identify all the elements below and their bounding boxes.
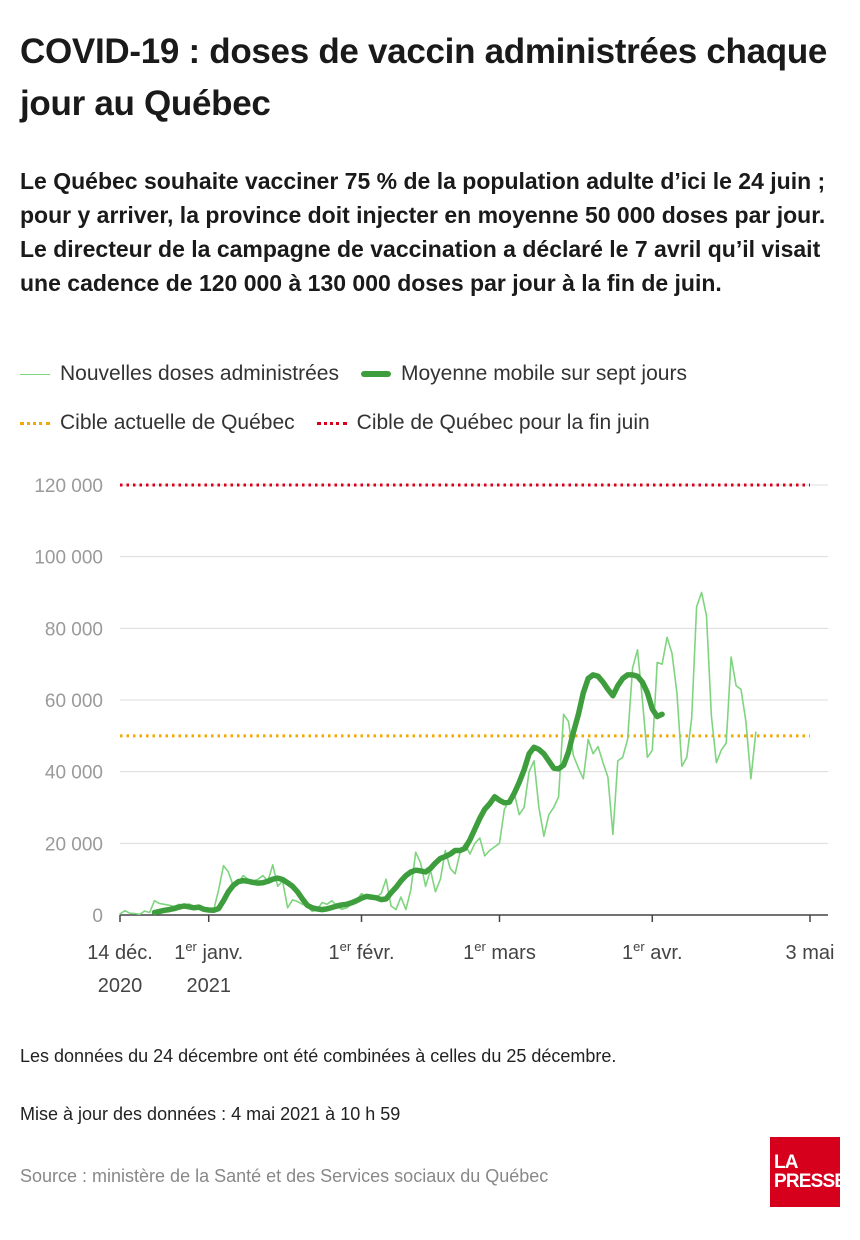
legend-item-average: Moyenne mobile sur sept jours bbox=[360, 362, 687, 386]
source-note: Source : ministère de la Santé et des Se… bbox=[20, 1166, 549, 1186]
legend-swatch-average bbox=[360, 371, 391, 377]
la-presse-logo: LA PRESSE bbox=[770, 1137, 847, 1207]
daily-doses-line bbox=[119, 591, 757, 916]
logo-line-2: PRESSE bbox=[774, 1171, 847, 1192]
x-tick-label-year: 2020 bbox=[98, 975, 143, 997]
y-tick-label: 20 000 bbox=[45, 834, 103, 855]
vaccination-line-chart: 0 20 000 40 000 60 000 80 000 100 000 120 000 1… bbox=[34, 476, 835, 997]
y-tick-label: 60 000 bbox=[45, 691, 103, 712]
legend-item-target-june: Cible de Québec pour la fin juin bbox=[316, 411, 650, 435]
moving-average-line bbox=[151, 672, 665, 916]
x-tick-label: 1er févr. bbox=[328, 939, 394, 964]
page-title: COVID-19 : doses de vaccin administrées … bbox=[20, 32, 828, 123]
x-tick-label: 1er mars bbox=[463, 939, 536, 964]
legend-swatch-target-current bbox=[20, 421, 50, 425]
legend-label-target-june: Cible de Québec pour la fin juin bbox=[356, 411, 650, 434]
legend-label-target-current: Cible actuelle de Québec bbox=[60, 411, 295, 434]
legend-item-target-current: Cible actuelle de Québec bbox=[20, 411, 295, 435]
chart-subtitle: Le Québec souhaite vacciner 75 % de la p… bbox=[20, 168, 826, 296]
update-note: Mise à jour des données : 4 mai 2021 à 1… bbox=[20, 1104, 401, 1124]
x-tick-label: 3 mai bbox=[786, 942, 835, 964]
y-tick-label: 0 bbox=[92, 906, 103, 927]
legend-swatch-target-june bbox=[316, 421, 347, 425]
legend-row-2: Cible actuelle de Québec Cible de Québec… bbox=[20, 409, 672, 437]
legend-label-daily: Nouvelles doses administrées bbox=[60, 362, 339, 385]
y-tick-label: 40 000 bbox=[45, 763, 103, 784]
y-tick-label: 120 000 bbox=[34, 476, 103, 497]
y-tick-label: 80 000 bbox=[45, 619, 103, 640]
y-tick-label: 100 000 bbox=[34, 548, 103, 569]
legend-item-daily: Nouvelles doses administrées bbox=[20, 362, 339, 386]
data-note: Les données du 24 décembre ont été combi… bbox=[20, 1046, 617, 1066]
legend-swatch-daily bbox=[20, 373, 50, 375]
logo-line-1: LA bbox=[774, 1152, 799, 1173]
legend-row-1: Nouvelles doses administrées Moyenne mob… bbox=[20, 360, 709, 388]
x-tick-label: 1er janv. bbox=[174, 939, 243, 964]
x-tick-label: 1er avr. bbox=[622, 939, 682, 964]
x-tick-label: 14 déc. bbox=[87, 942, 153, 964]
legend-label-average: Moyenne mobile sur sept jours bbox=[400, 362, 687, 385]
x-tick-label-year: 2021 bbox=[186, 975, 231, 997]
